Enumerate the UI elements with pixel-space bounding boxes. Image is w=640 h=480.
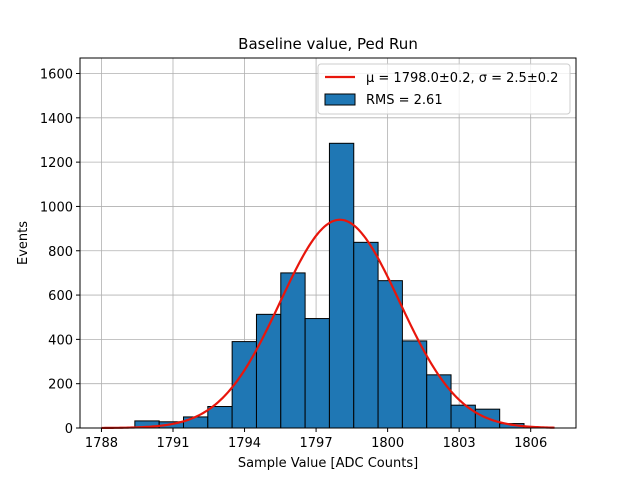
chart-title: Baseline value, Ped Run [238,35,418,53]
y-tick-label: 0 [65,422,73,437]
histogram-bar [207,406,233,429]
y-tick-label: 800 [48,245,73,260]
y-axis-ticks: 0 200 400 600 800 1000 1200 1400 1600 [40,68,80,437]
plot-frame [79,57,577,429]
histogram-bar [280,272,306,429]
y-tick-label: 1000 [40,200,73,215]
x-tick-label: 1800 [371,436,404,451]
x-axis-label: Sample Value [ADC Counts] [238,456,418,471]
y-tick-label: 400 [48,333,73,348]
x-tick-label: 1806 [514,436,547,451]
y-axis-label: Events [16,221,31,265]
histogram-bar [255,313,282,429]
legend-box [317,63,571,115]
x-tick-label: 1788 [85,436,118,451]
x-axis-ticks: 1788 1791 1794 1797 1800 1803 1806 [85,428,547,451]
histogram-bar [401,340,428,429]
histogram-bar [377,280,403,429]
histogram-bar [304,318,330,429]
legend-fit-label: μ = 1798.0±0.2, σ = 2.5±0.2 [366,71,558,86]
y-tick-label: 1200 [40,156,73,171]
y-tick-label: 1400 [40,112,73,127]
x-tick-label: 1797 [300,436,333,451]
x-tick-label: 1803 [443,436,476,451]
legend: μ = 1798.0±0.2, σ = 2.5±0.2 RMS = 2.61 [317,63,571,115]
histogram-bar [182,416,209,429]
y-tick-label: 1600 [40,68,73,83]
histogram-bar [328,142,355,429]
y-tick-label: 200 [48,378,73,393]
gaussian-fit-line [101,218,555,430]
x-tick-label: 1794 [228,436,261,451]
x-tick-label: 1791 [156,436,189,451]
fit-curve-group [101,218,555,430]
legend-bar-swatch [324,93,356,106]
histogram-bar [426,374,452,429]
legend-rms-label: RMS = 2.61 [366,93,443,108]
y-tick-label: 600 [48,289,73,304]
histogram-bar [353,241,379,429]
